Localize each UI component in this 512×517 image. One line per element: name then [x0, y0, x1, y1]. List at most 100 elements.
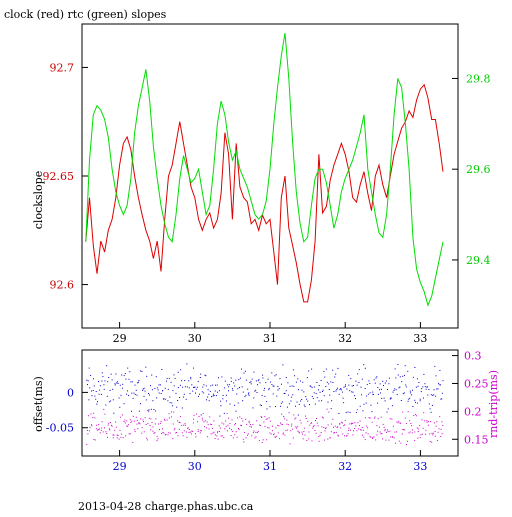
point-offset [230, 377, 232, 379]
point-offset [169, 402, 171, 404]
point-rnd-trip [184, 423, 186, 425]
point-offset [258, 379, 260, 381]
point-rnd-trip [140, 418, 142, 420]
top-x-tick-label: 31 [263, 332, 277, 345]
point-offset [228, 386, 230, 388]
point-offset [110, 373, 112, 375]
point-rnd-trip [427, 421, 429, 423]
point-offset [164, 398, 166, 400]
point-offset [148, 392, 149, 394]
point-rnd-trip [159, 422, 161, 424]
top-chart-title: clock (red) rtc (green) slopes [4, 8, 167, 21]
point-rnd-trip [291, 425, 293, 427]
point-rnd-trip [398, 440, 400, 442]
point-offset [290, 400, 292, 402]
point-rnd-trip [297, 430, 299, 432]
top-left-axis: 92.6 92.65 92.7 [43, 61, 88, 292]
point-offset [414, 367, 416, 368]
point-rnd-trip [431, 432, 433, 434]
point-offset [308, 370, 310, 372]
point-offset [140, 370, 142, 372]
point-offset [305, 396, 307, 398]
point-offset [437, 388, 439, 390]
point-rnd-trip [257, 430, 259, 432]
point-offset [200, 373, 202, 375]
top-right-tick-label: 29.6 [466, 163, 491, 176]
point-offset [219, 415, 221, 417]
series-clock-line [85, 83, 444, 303]
point-rnd-trip [270, 433, 272, 435]
point-offset [192, 390, 194, 392]
point-offset [186, 386, 188, 388]
point-rnd-trip [117, 435, 119, 436]
point-offset [131, 381, 133, 383]
point-offset [310, 385, 312, 387]
point-rnd-trip [229, 423, 231, 425]
point-rnd-trip [436, 421, 438, 423]
point-offset [289, 385, 291, 387]
point-rnd-trip [148, 411, 150, 413]
point-offset [369, 382, 371, 384]
point-offset [168, 377, 170, 379]
point-offset [138, 410, 140, 412]
point-rnd-trip [357, 428, 359, 430]
point-rnd-trip [383, 426, 385, 428]
point-offset [162, 398, 164, 400]
point-rnd-trip [181, 432, 183, 434]
point-offset [326, 381, 328, 383]
top-y-axis-label: clockslope [32, 171, 45, 229]
point-rnd-trip [368, 417, 370, 419]
point-rnd-trip [116, 437, 118, 439]
point-rnd-trip [120, 416, 122, 418]
point-rnd-trip [359, 429, 361, 431]
point-offset [224, 380, 226, 382]
point-rnd-trip [141, 427, 143, 429]
point-offset [88, 399, 90, 401]
point-offset [422, 386, 424, 388]
point-offset [363, 364, 365, 366]
point-offset [316, 382, 318, 383]
point-offset [278, 388, 280, 390]
point-offset [384, 400, 386, 402]
point-rnd-trip [164, 434, 166, 436]
point-rnd-trip [265, 418, 267, 420]
point-rnd-trip [157, 438, 159, 440]
point-rnd-trip [216, 435, 218, 437]
point-rnd-trip [286, 419, 288, 421]
point-rnd-trip [124, 419, 126, 421]
point-rnd-trip [281, 413, 283, 415]
point-offset [244, 396, 246, 398]
point-offset [266, 401, 268, 403]
point-rnd-trip [143, 421, 144, 423]
point-rnd-trip [156, 440, 158, 442]
point-offset [268, 387, 270, 389]
point-rnd-trip [217, 430, 219, 432]
point-rnd-trip [134, 431, 136, 433]
point-rnd-trip [154, 432, 156, 434]
point-offset [296, 401, 298, 403]
point-rnd-trip [170, 416, 172, 418]
point-rnd-trip [228, 417, 230, 419]
point-offset [255, 389, 257, 391]
point-rnd-trip [93, 412, 95, 414]
point-offset [319, 391, 321, 393]
point-rnd-trip [387, 430, 389, 432]
point-rnd-trip [362, 434, 363, 436]
point-offset [236, 393, 238, 395]
point-offset [433, 389, 435, 391]
point-rnd-trip [290, 430, 292, 432]
point-offset [112, 399, 114, 401]
point-rnd-trip [299, 419, 301, 421]
point-offset [99, 389, 101, 391]
point-offset [309, 404, 310, 406]
point-offset [166, 378, 168, 380]
point-rnd-trip [325, 428, 327, 430]
point-offset [283, 392, 285, 394]
point-rnd-trip [438, 428, 440, 430]
point-offset [155, 376, 157, 378]
point-rnd-trip [128, 433, 130, 435]
point-offset [426, 386, 428, 388]
point-offset [375, 377, 377, 379]
point-rnd-trip [91, 424, 93, 426]
point-rnd-trip [234, 424, 236, 426]
